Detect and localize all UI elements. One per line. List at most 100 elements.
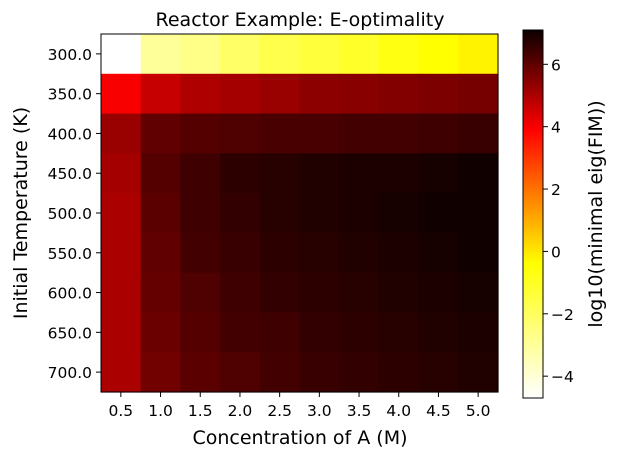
heatmap-cell [180,193,221,234]
heatmap-cells [101,34,499,393]
x-tick-label: 4.5 [426,402,451,420]
heatmap-cell [220,153,261,194]
heatmap-cell [378,73,420,115]
y-tick-label: 350.0 [48,86,92,104]
heatmap-cell [339,153,380,194]
y-tick-label: 500.0 [48,205,92,223]
heatmap-cell [259,113,301,154]
y-tick-label: 600.0 [48,285,92,303]
heatmap-cell [299,232,340,274]
heatmap-cell [180,34,221,75]
colorbar [522,29,544,399]
heatmap-cell [339,232,380,274]
heatmap-cell [220,352,261,393]
x-tick-label: 3.0 [307,402,332,420]
x-tick-label: 5.0 [466,402,491,420]
y-tick-label: 700.0 [48,364,92,382]
heatmap-cell [339,113,380,154]
colorbar-tick-label: −2 [551,306,574,324]
heatmap-cell [140,312,181,353]
heatmap-cell [259,193,301,234]
heatmap-cell [378,352,420,393]
heatmap-cell [378,232,420,274]
colorbar-tick-label: −4 [551,368,574,386]
colorbar-tick-label: 4 [551,119,561,137]
heatmap-cell [299,113,340,154]
heatmap-cell [180,113,221,154]
heatmap-cell [299,312,340,353]
heatmap-cell [140,232,181,274]
heatmap-cell [180,73,221,115]
y-tick-label: 450.0 [48,165,92,183]
heatmap-cell [378,153,420,194]
x-tick-label: 1.5 [188,402,213,420]
x-tick-label: 2.0 [228,402,253,420]
x-tick-label: 1.0 [148,402,173,420]
heatmap-cell [339,73,380,115]
heatmap-cell [101,34,142,75]
heatmap-cell [220,113,261,154]
heatmap-cell [140,34,181,75]
colorbar-axis: −4 −2 0 2 4 6 [543,56,574,386]
y-axis: 300.0 350.0 400.0 450.0 500.0 550.0 600.0 650.0… [48,46,101,382]
heatmap-cell [378,113,420,154]
chart-title: Reactor Example: E-optimality [156,9,445,31]
heatmap-cell [378,272,420,314]
heatmap-cell [299,272,340,314]
heatmap-cell [299,73,340,115]
heatmap-cell [458,153,499,194]
heatmap-cell [220,232,261,274]
heatmap-cell [259,232,301,274]
heatmap-cell [458,232,499,274]
y-tick-label: 550.0 [48,245,92,263]
y-tick-label: 300.0 [48,46,92,64]
heatmap-cell [418,34,459,75]
heatmap-cell [140,272,181,314]
heatmap-cell [101,73,142,115]
heatmap-cell [101,193,142,234]
heatmap-cell [259,272,301,314]
x-axis: 0.5 1.0 1.5 2.0 2.5 3.0 3.5 4.0 4.5 5.0 [109,392,491,420]
heatmap-cell [378,34,420,75]
heatmap-cell [259,153,301,194]
heatmap-cell [339,34,380,75]
heatmap-cell [339,352,380,393]
heatmap-cell [180,232,221,274]
heatmap-cell [299,153,340,194]
heatmap-cell [180,153,221,194]
heatmap-cell [378,193,420,234]
heatmap-cell [418,352,459,393]
heatmap-cell [259,352,301,393]
heatmap-cell [458,312,499,353]
heatmap-cell [458,73,499,115]
heatmap-cell [220,73,261,115]
y-tick-label: 650.0 [48,324,92,342]
colorbar-tick-label: 0 [551,243,561,261]
colorbar-tick-label: 6 [551,56,561,74]
heatmap-cell [259,312,301,353]
heatmap-cell [220,272,261,314]
heatmap-cell [180,272,221,314]
heatmap-cell [458,272,499,314]
heatmap-cell [458,113,499,154]
heatmap-cell [101,312,142,353]
heatmap-cell [418,272,459,314]
heatmap-cell [259,73,301,115]
x-tick-label: 0.5 [109,402,134,420]
heatmap-cell [299,34,340,75]
x-tick-label: 3.5 [347,402,372,420]
heatmap-cell [378,312,420,353]
heatmap-cell [339,272,380,314]
heatmap-cell [299,193,340,234]
heatmap-cell [418,73,459,115]
heatmap-cell [458,352,499,393]
y-tick-label: 400.0 [48,125,92,143]
heatmap-cell [140,113,181,154]
heatmap-cell [339,312,380,353]
heatmap-cell [418,113,459,154]
heatmap-cell [140,73,181,115]
heatmap-cell [101,113,142,154]
heatmap-cell [140,153,181,194]
